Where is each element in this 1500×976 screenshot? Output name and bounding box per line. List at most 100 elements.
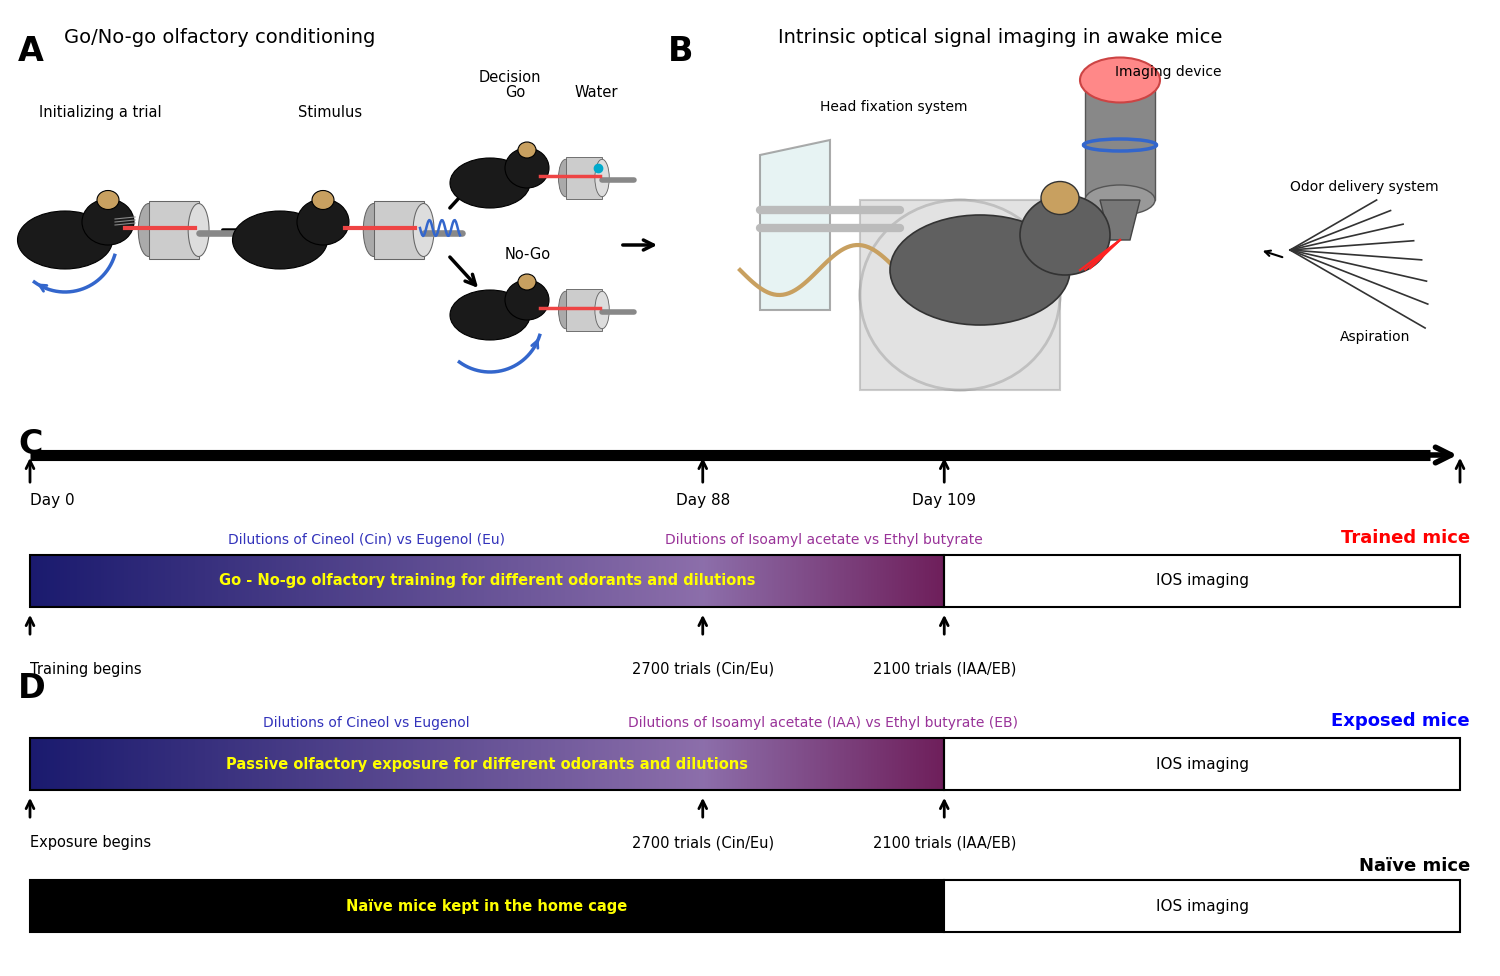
Bar [63,738,68,790]
Bar [225,555,230,607]
Bar [68,555,72,607]
Bar [652,555,657,607]
Bar [844,555,847,607]
Bar [783,738,784,790]
Bar [802,555,806,607]
Bar [897,555,900,607]
Bar [148,200,198,260]
Bar [666,738,670,790]
Bar [490,738,495,790]
Bar [704,555,706,607]
Bar [740,555,742,607]
Bar [914,738,916,790]
Bar [868,555,870,607]
Bar [800,738,801,790]
Bar [566,289,602,331]
Bar [916,738,918,790]
Ellipse shape [1080,58,1160,102]
Bar [464,555,468,607]
Bar [427,555,432,607]
Bar [225,738,230,790]
Bar [790,738,794,790]
Bar [726,738,728,790]
Bar [926,738,927,790]
Bar [488,738,492,790]
Bar [255,555,260,607]
Bar [756,738,758,790]
Bar [350,555,354,607]
Bar [710,738,712,790]
Bar [712,555,714,607]
Bar [728,555,730,607]
Bar [788,738,789,790]
Bar [160,555,165,607]
Bar [612,738,616,790]
Bar [650,555,654,607]
Bar [124,738,129,790]
Bar [864,555,867,607]
Bar [666,555,670,607]
Bar [285,738,290,790]
Bar [30,880,945,932]
Bar [488,555,492,607]
Bar [44,555,48,607]
Bar [514,738,519,790]
Bar [303,555,307,607]
Bar [144,555,148,607]
Bar [414,738,419,790]
Bar [921,555,924,607]
Bar [165,738,170,790]
Bar [828,738,831,790]
Bar [572,555,576,607]
Bar [904,555,906,607]
Bar [716,555,717,607]
Text: IOS imaging: IOS imaging [1155,574,1248,589]
Bar [404,555,408,607]
Bar [108,555,111,607]
Ellipse shape [188,203,209,257]
Bar [94,738,99,790]
Bar [363,555,368,607]
Bar [894,555,897,607]
Bar [686,555,690,607]
Bar [520,555,525,607]
Bar [740,738,741,790]
Bar [928,738,932,790]
Bar [759,738,760,790]
Bar [746,555,748,607]
Bar [147,555,152,607]
Bar [414,555,419,607]
Bar [138,738,142,790]
Bar [548,555,552,607]
Bar [178,738,183,790]
Bar [789,555,792,607]
Bar [874,738,876,790]
Bar [238,738,243,790]
Bar [219,555,222,607]
Bar [141,738,146,790]
Bar [464,738,468,790]
Bar [920,555,921,607]
Bar [806,555,807,607]
Bar [933,555,936,607]
Bar [884,738,886,790]
Bar [819,738,821,790]
Bar [878,738,880,790]
Bar [840,555,843,607]
Bar [810,555,813,607]
Bar [246,738,249,790]
Bar [427,738,432,790]
Bar [932,555,934,607]
Bar [296,738,300,790]
Bar [780,738,782,790]
Bar [90,555,94,607]
Bar [114,555,118,607]
Bar [813,555,814,607]
Bar [628,555,633,607]
Bar [885,738,888,790]
Bar [840,738,843,790]
Bar [920,738,922,790]
Bar [326,738,330,790]
Bar [165,555,170,607]
Bar [864,738,867,790]
